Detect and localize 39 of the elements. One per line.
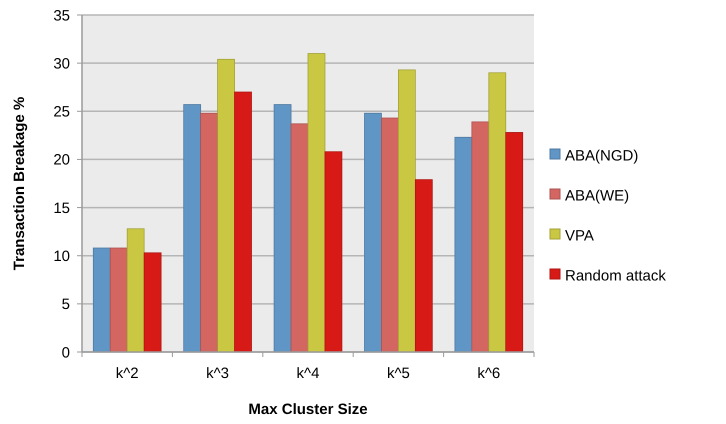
bar xyxy=(144,252,162,352)
y-tick-label: 5 xyxy=(62,296,70,314)
bar xyxy=(471,121,490,352)
bar xyxy=(364,112,382,352)
y-axis-title: Transaction Breakage % xyxy=(11,96,28,270)
bar xyxy=(92,248,111,352)
bar xyxy=(183,104,202,352)
y-tick-label: 15 xyxy=(53,200,70,217)
x-tick-label: k^4 xyxy=(296,365,320,382)
y-tick-label: 25 xyxy=(53,104,70,121)
bar xyxy=(200,112,218,352)
bar xyxy=(505,132,524,352)
bar xyxy=(308,53,326,352)
legend-label: ABA(WE) xyxy=(565,187,630,204)
bar xyxy=(234,92,252,352)
bar xyxy=(324,151,342,352)
x-tick-label: k^6 xyxy=(477,365,500,382)
bar xyxy=(217,58,235,352)
bar xyxy=(290,123,308,352)
bar xyxy=(488,72,506,352)
bar xyxy=(454,136,472,352)
legend-label: ABA(NGD) xyxy=(565,147,638,164)
x-tick-label: k^2 xyxy=(116,365,139,382)
bar xyxy=(414,179,433,352)
x-tick-label: k^5 xyxy=(386,365,410,382)
bar xyxy=(126,228,145,352)
y-tick-label: 20 xyxy=(53,152,70,169)
legend-label: VPA xyxy=(565,227,594,244)
bar xyxy=(274,104,292,352)
x-axis-title: Max Cluster Size xyxy=(248,401,368,418)
x-tick-label: k^3 xyxy=(206,365,230,382)
legend-label: Random attack xyxy=(565,267,666,284)
bar xyxy=(381,118,399,352)
bar xyxy=(398,69,416,352)
y-tick-label: 0 xyxy=(62,344,70,362)
y-tick-label: 35 xyxy=(53,7,70,24)
bar xyxy=(110,248,128,352)
y-tick-label: 10 xyxy=(53,248,70,265)
y-tick-label: 30 xyxy=(53,55,70,72)
